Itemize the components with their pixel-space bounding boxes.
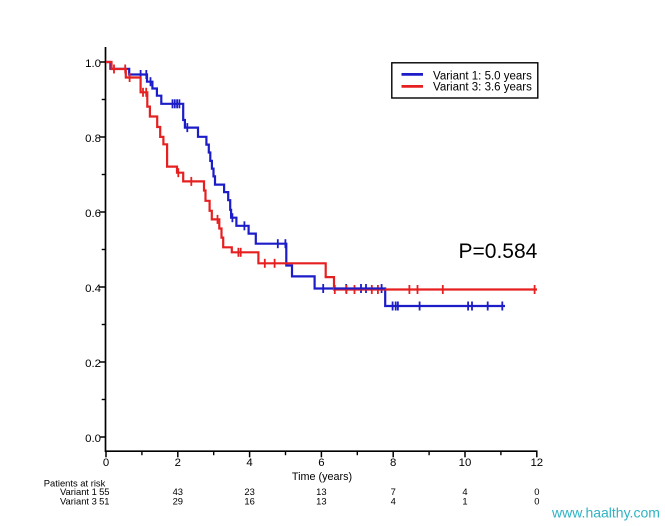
svg-text:Variant 1: Variant 1	[60, 486, 97, 497]
svg-text:51: 51	[99, 495, 109, 506]
svg-text:P=0.584: P=0.584	[459, 240, 538, 263]
svg-text:1: 1	[462, 495, 467, 506]
svg-text:43: 43	[173, 486, 183, 497]
svg-text:0.0: 0.0	[85, 433, 101, 445]
svg-text:4: 4	[462, 486, 467, 497]
svg-text:13: 13	[316, 495, 326, 506]
svg-text:55: 55	[99, 486, 109, 497]
svg-text:www.haalthy.com: www.haalthy.com	[551, 504, 660, 520]
svg-text:29: 29	[173, 495, 183, 506]
svg-text:Variant 3: Variant 3	[60, 495, 97, 506]
svg-text:0.8: 0.8	[85, 133, 101, 145]
svg-text:4: 4	[246, 457, 252, 469]
svg-text:Variant 1: 5.0 years: Variant 1: 5.0 years	[433, 71, 532, 83]
svg-text:6: 6	[318, 457, 324, 469]
svg-text:8: 8	[390, 457, 396, 469]
svg-text:0.4: 0.4	[85, 283, 101, 295]
svg-text:1.0: 1.0	[85, 58, 101, 70]
svg-text:0.6: 0.6	[85, 208, 101, 220]
svg-text:12: 12	[530, 457, 543, 469]
svg-text:0: 0	[534, 495, 539, 506]
svg-text:Patients at risk: Patients at risk	[44, 478, 106, 489]
svg-text:0: 0	[103, 457, 109, 469]
svg-text:2: 2	[175, 457, 181, 469]
svg-text:4: 4	[391, 495, 396, 506]
svg-text:13: 13	[316, 486, 326, 497]
svg-text:Time (years): Time (years)	[292, 471, 352, 483]
svg-text:0.2: 0.2	[85, 358, 101, 370]
svg-text:7: 7	[391, 486, 396, 497]
svg-text:23: 23	[244, 486, 254, 497]
svg-text:Variant 3: 3.6 years: Variant 3: 3.6 years	[433, 82, 532, 94]
svg-text:0: 0	[534, 486, 539, 497]
svg-text:16: 16	[244, 495, 254, 506]
svg-text:10: 10	[459, 457, 472, 469]
